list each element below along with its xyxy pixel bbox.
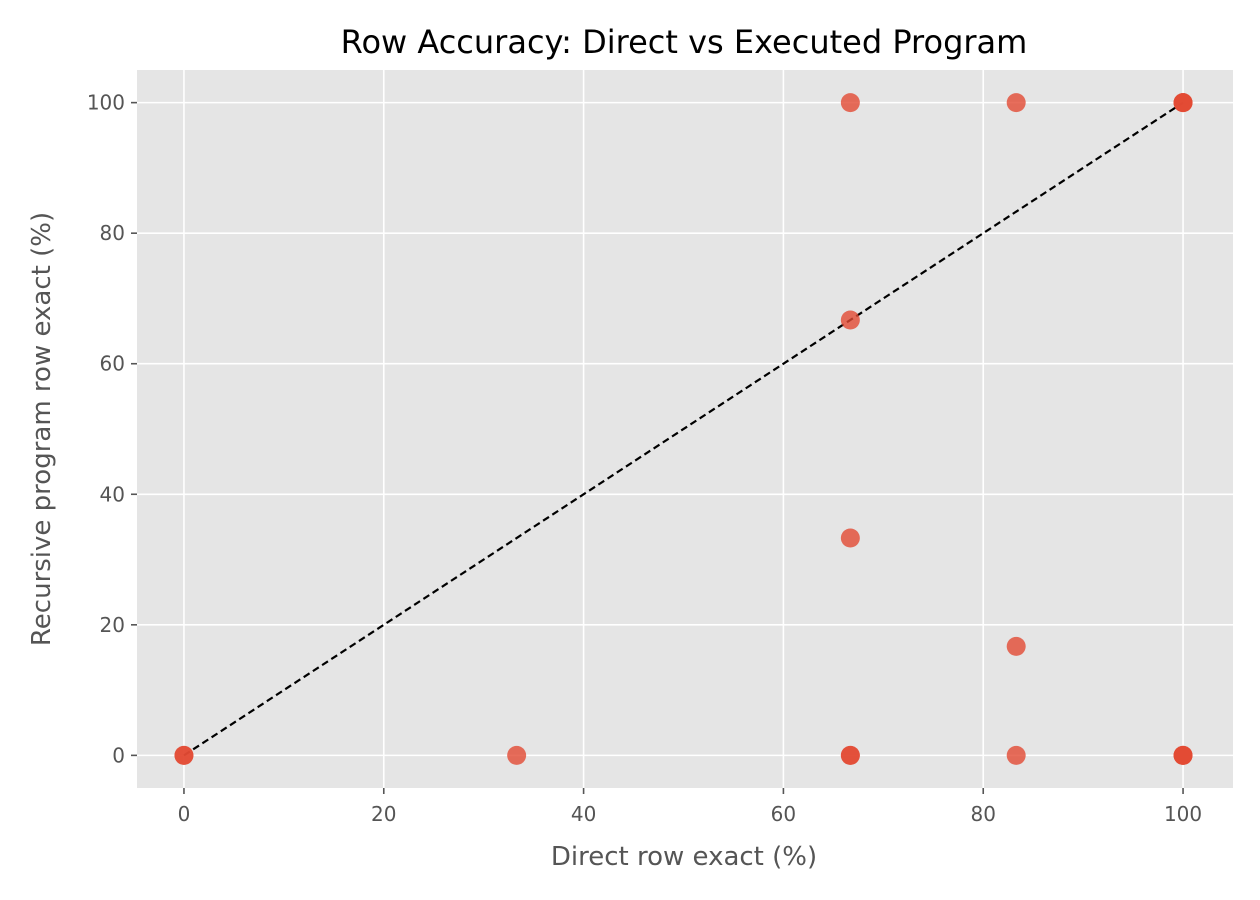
data-point — [1173, 93, 1193, 113]
grid — [137, 70, 1233, 788]
x-tick-label: 80 — [971, 802, 996, 826]
y-tick-label: 80 — [100, 221, 125, 245]
y-tick-label: 20 — [100, 613, 125, 637]
data-point — [840, 528, 860, 548]
data-point — [1173, 745, 1193, 765]
x-tick-label: 0 — [178, 802, 191, 826]
y-tick-label: 100 — [87, 91, 125, 115]
data-point — [840, 745, 860, 765]
x-tick-label: 100 — [1164, 802, 1202, 826]
x-tick-label: 60 — [771, 802, 796, 826]
data-point — [1006, 636, 1026, 656]
identity-reference-line — [183, 101, 1184, 757]
y-axis-label: Recursive program row exact (%) — [27, 212, 57, 646]
points-layer — [174, 93, 1193, 765]
y-tick-label: 40 — [100, 482, 125, 506]
y-tick-label: 0 — [112, 743, 125, 767]
reference-line-layer — [183, 101, 1184, 757]
data-point — [1006, 93, 1026, 113]
data-point — [174, 745, 194, 765]
x-tick-label: 20 — [371, 802, 396, 826]
chart-title: Row Accuracy: Direct vs Executed Program — [341, 23, 1028, 61]
y-tick-label: 60 — [100, 352, 125, 376]
data-point — [840, 310, 860, 330]
data-point — [840, 93, 860, 113]
x-axis-label: Direct row exact (%) — [551, 842, 817, 872]
data-point — [1006, 745, 1026, 765]
ticks-layer: 0 20 40 60 80 100 0 20 40 60 80 100 — [87, 91, 1202, 826]
x-tick-label: 40 — [571, 802, 596, 826]
data-point — [507, 745, 527, 765]
